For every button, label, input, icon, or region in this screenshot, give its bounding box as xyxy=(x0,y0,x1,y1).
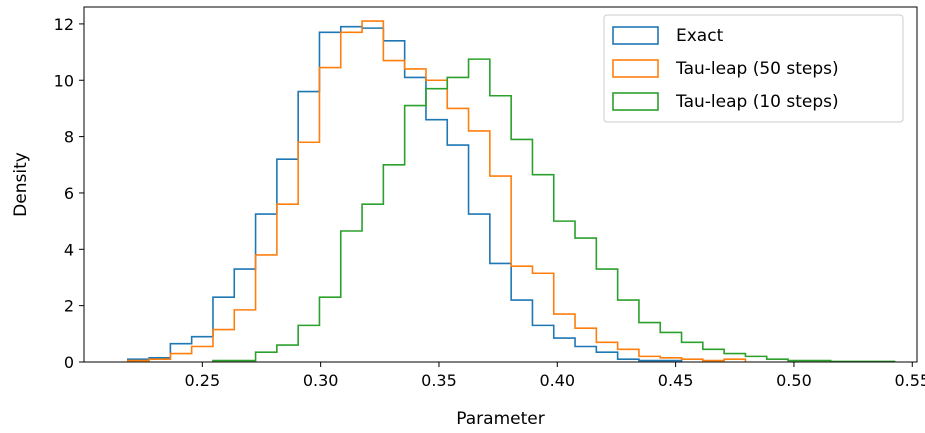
x-tick-label: 0.40 xyxy=(539,371,575,390)
y-axis: 0 2 4 6 8 10 12 xyxy=(54,15,84,372)
histogram-series-1 xyxy=(126,20,747,362)
legend-box xyxy=(603,14,904,123)
legend-label-tau-leap-50: Tau-leap (50 steps) xyxy=(675,59,839,79)
y-tick-label: 4 xyxy=(64,240,74,259)
x-tick-label: 0.55 xyxy=(894,371,925,390)
plot-frame xyxy=(83,6,918,363)
series-layer xyxy=(126,20,896,363)
x-axis: 0.25 0.30 0.35 0.40 0.45 0.50 0.55 xyxy=(185,362,925,390)
histogram-series-2 xyxy=(212,58,896,363)
y-tick-label: 2 xyxy=(64,297,74,316)
y-tick-label: 8 xyxy=(64,128,74,147)
x-tick-label: 0.25 xyxy=(185,371,221,390)
x-tick-label: 0.35 xyxy=(421,371,457,390)
y-tick-label: 0 xyxy=(64,353,74,372)
legend-label-exact: Exact xyxy=(676,26,724,46)
legend-label-tau-leap-10: Tau-leap (10 steps) xyxy=(675,92,839,112)
y-axis-label: Density xyxy=(11,152,31,217)
legend-swatch-tau-leap-50 xyxy=(612,59,659,78)
y-tick-label: 12 xyxy=(54,15,74,34)
x-tick-label: 0.45 xyxy=(658,371,694,390)
histogram-series-0 xyxy=(126,25,683,362)
y-tick-label: 6 xyxy=(64,184,74,203)
x-tick-label: 0.50 xyxy=(776,371,812,390)
legend: Exact Tau-leap (50 steps) Tau-leap (10 s… xyxy=(603,14,904,123)
x-axis-label: Parameter xyxy=(456,409,544,429)
legend-swatch-exact xyxy=(612,26,659,45)
x-tick-label: 0.30 xyxy=(303,371,339,390)
legend-swatch-tau-leap-10 xyxy=(612,92,659,111)
y-tick-label: 10 xyxy=(54,71,74,90)
